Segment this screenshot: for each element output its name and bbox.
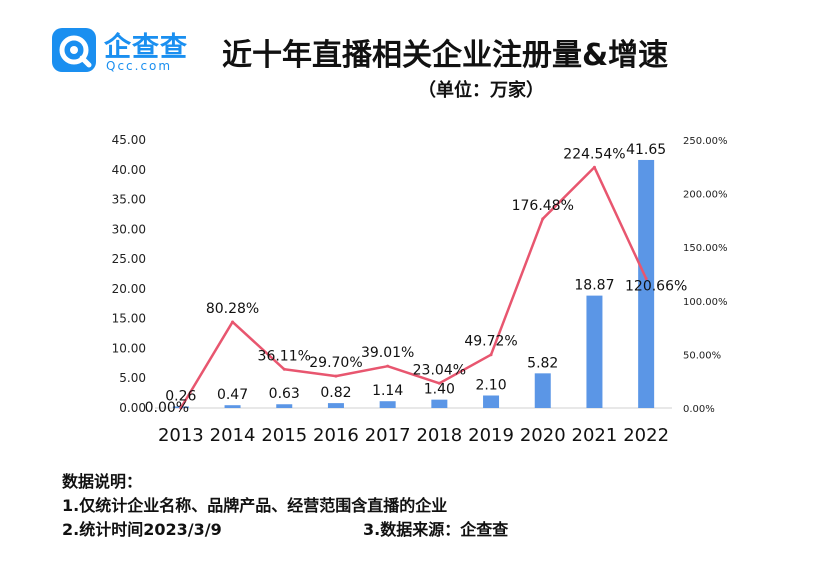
y2-tick-label: 200.00% (683, 190, 728, 201)
brand-name: 企查查 (104, 32, 188, 63)
bar-value-label: 0.63 (269, 386, 300, 402)
bar-value-label: 0.47 (217, 387, 248, 403)
x-tick-label: 2020 (520, 425, 566, 446)
bar-value-label: 0.82 (320, 385, 351, 401)
growth-point (179, 406, 183, 410)
growth-point (334, 374, 338, 378)
y-tick-label: 5.00 (119, 371, 146, 385)
bar (431, 399, 448, 408)
growth-point (541, 217, 545, 221)
unit-label: （单位：万家） (418, 80, 544, 101)
growth-point (386, 364, 390, 368)
x-tick-label: 2015 (261, 425, 307, 446)
bar-value-label: 0.26 (165, 388, 196, 404)
y-tick-label: 0.00 (119, 401, 146, 415)
bar-value-label: 1.14 (372, 383, 403, 399)
brand-domain: Qcc.com (106, 59, 173, 73)
brand-logo-icon (52, 28, 96, 72)
growth-point (282, 367, 286, 371)
bar (534, 373, 551, 408)
brand-logo: 企查查 Qcc.com (52, 25, 202, 75)
line-value-label: 36.11% (258, 348, 311, 364)
growth-point (437, 381, 441, 385)
bar (379, 401, 396, 408)
y-tick-label: 10.00 (112, 341, 146, 355)
page-title: 近十年直播相关企业注册量&增速 (222, 38, 669, 73)
line-value-label: 224.54% (563, 146, 625, 162)
bar (224, 405, 241, 408)
y-tick-label: 35.00 (112, 193, 146, 207)
x-tick-label: 2016 (313, 425, 359, 446)
bar (586, 295, 603, 408)
x-tick-label: 2022 (623, 425, 669, 446)
y-tick-label: 45.00 (112, 133, 146, 147)
growth-point (644, 277, 648, 281)
notes-heading: 数据说明： (62, 472, 143, 491)
y2-tick-label: 100.00% (683, 297, 728, 308)
x-tick-label: 2019 (468, 425, 514, 446)
growth-line (179, 166, 648, 409)
bar (327, 403, 344, 408)
x-tick-label: 2014 (210, 425, 256, 446)
y2-tick-label: 150.00% (683, 243, 728, 254)
x-tick-label: 2017 (365, 425, 411, 446)
bar-value-label: 41.65 (626, 142, 666, 158)
line-value-label: 39.01% (361, 345, 414, 361)
y2-tick-label: 250.00% (683, 136, 728, 147)
x-tick-label: 2013 (158, 425, 204, 446)
line-value-label: 49.72% (464, 334, 517, 350)
growth-point (592, 165, 596, 169)
growth-point (231, 320, 235, 324)
x-tick-label: 2018 (416, 425, 462, 446)
bar (638, 159, 655, 408)
bar-value-label: 18.87 (574, 278, 614, 294)
notes-line-1: 1.仅统计企业名称、品牌产品、经营范围含直播的企业 (62, 496, 448, 515)
line-value-label: 29.70% (309, 355, 362, 371)
y-tick-label: 25.00 (112, 252, 146, 266)
bar (483, 395, 500, 408)
line-value-label: 176.48% (512, 198, 574, 214)
growth-point (489, 353, 493, 357)
y-tick-label: 20.00 (112, 282, 146, 296)
line-value-label: 0.00% (145, 400, 189, 416)
bar-value-label: 2.10 (475, 377, 506, 393)
line-value-label: 120.66% (625, 279, 687, 295)
notes-line-2: 2.统计时间2023/3/9 (62, 520, 222, 539)
line-value-label: 80.28% (206, 301, 259, 317)
bar-value-label: 5.82 (527, 355, 558, 371)
y2-tick-label: 50.00% (683, 350, 721, 361)
bar (276, 404, 293, 408)
y-tick-label: 30.00 (112, 222, 146, 236)
notes-source: 3.数据来源：企查查 (363, 520, 509, 539)
y-tick-label: 40.00 (112, 163, 146, 177)
x-tick-label: 2021 (572, 425, 618, 446)
y2-tick-label: 0.00% (683, 404, 715, 415)
bar-value-label: 1.40 (424, 382, 455, 398)
notes-block: 数据说明： 1.仅统计企业名称、品牌产品、经营范围含直播的企业 2.统计时间20… (62, 470, 447, 542)
y-tick-label: 15.00 (112, 312, 146, 326)
line-value-label: 23.04% (413, 362, 466, 378)
